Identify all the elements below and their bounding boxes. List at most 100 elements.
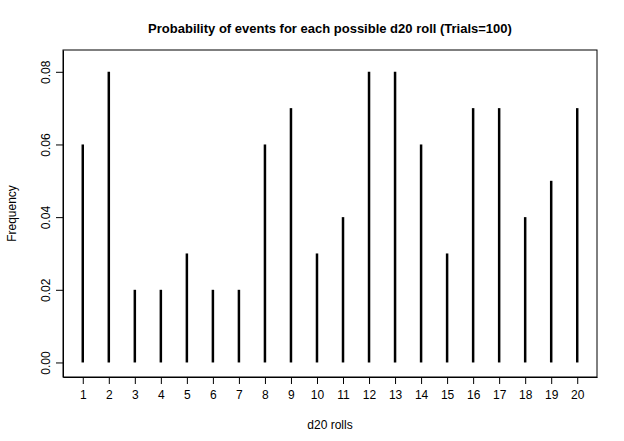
bar — [368, 72, 371, 363]
y-tick-label: 0.06 — [39, 133, 53, 157]
x-tick-mark — [369, 377, 370, 384]
bar — [82, 144, 85, 362]
x-tick: 20 — [571, 377, 585, 402]
x-tick-label: 18 — [519, 388, 533, 402]
x-tick-mark — [499, 377, 500, 384]
x-tick-mark — [343, 377, 344, 384]
x-tick: 7 — [236, 377, 243, 402]
bar — [264, 144, 267, 362]
x-tick-mark — [187, 377, 188, 384]
x-tick-mark — [525, 377, 526, 384]
x-tick: 10 — [311, 377, 325, 402]
x-tick: 15 — [441, 377, 455, 402]
marks — [83, 72, 577, 363]
y-tick: 0.06 — [39, 133, 63, 157]
chart: 12345678910111213141516171819200.000.020… — [0, 0, 624, 441]
x-tick-label: 16 — [467, 388, 481, 402]
x-tick-mark — [447, 377, 448, 384]
x-tick: 14 — [415, 377, 429, 402]
x-tick-label: 15 — [441, 388, 455, 402]
x-tick-mark — [473, 377, 474, 384]
x-axis-title: d20 rolls — [307, 418, 352, 432]
x-tick-label: 11 — [337, 388, 350, 402]
x-tick: 16 — [467, 377, 481, 402]
y-tick-mark — [56, 72, 63, 73]
x-tick-label: 3 — [132, 388, 139, 402]
y-axis: 0.00 0.02 0.04 0.06 0.08 — [39, 51, 64, 378]
x-tick: 12 — [363, 377, 377, 402]
bar — [134, 290, 137, 363]
x-tick-label: 20 — [571, 388, 585, 402]
bar — [498, 108, 501, 362]
x-tick-mark — [577, 377, 578, 384]
x-tick-label: 19 — [545, 388, 559, 402]
x-tick-label: 1 — [80, 388, 87, 402]
x-tick: 18 — [519, 377, 533, 402]
y-tick-mark — [56, 217, 63, 218]
x-tick-label: 5 — [184, 388, 191, 402]
x-tick: 1 — [80, 377, 87, 402]
x-tick-mark — [421, 377, 422, 384]
x-tick-mark — [239, 377, 240, 384]
y-tick: 0.04 — [39, 206, 63, 230]
plot: 12345678910111213141516171819200.000.020… — [39, 50, 598, 402]
title: Probability of events for each possible … — [148, 21, 512, 36]
x-tick-mark — [109, 377, 110, 384]
x-tick-mark — [291, 377, 292, 384]
bar — [524, 217, 527, 362]
x-tick-label: 9 — [288, 388, 295, 402]
y-tick-label: 0.00 — [39, 351, 53, 375]
bar — [186, 253, 189, 362]
bar — [160, 290, 163, 363]
y-tick-label: 0.02 — [39, 278, 53, 302]
x-tick: 5 — [184, 377, 191, 402]
y-tick-label: 0.08 — [39, 60, 53, 84]
x-axis: 1234567891011121314151617181920 — [64, 377, 598, 402]
x-tick: 4 — [158, 377, 165, 402]
x-tick-label: 12 — [363, 388, 377, 402]
plot-frame — [63, 50, 597, 377]
x-tick-label: 10 — [311, 388, 325, 402]
bar — [394, 72, 397, 363]
x-tick-mark — [551, 377, 552, 384]
x-tick-label: 4 — [158, 388, 165, 402]
x-tick-mark — [265, 377, 266, 384]
x-tick-label: 13 — [389, 388, 403, 402]
y-tick: 0.00 — [39, 351, 63, 375]
y-tick-mark — [56, 144, 63, 145]
x-tick-mark — [395, 377, 396, 384]
bar — [420, 144, 423, 362]
x-tick: 2 — [106, 377, 113, 402]
bar — [576, 108, 579, 362]
x-tick: 6 — [210, 377, 217, 402]
x-tick-label: 6 — [210, 388, 217, 402]
bar — [238, 290, 241, 363]
x-tick: 8 — [262, 377, 269, 402]
x-tick: 9 — [288, 377, 295, 402]
x-tick-mark — [161, 377, 162, 384]
y-tick-mark — [56, 362, 63, 363]
x-tick-label: 17 — [493, 388, 507, 402]
x-tick: 13 — [389, 377, 403, 402]
x-tick-label: 8 — [262, 388, 269, 402]
x-tick-mark — [317, 377, 318, 384]
x-tick-label: 2 — [106, 388, 113, 402]
y-tick: 0.08 — [39, 60, 63, 84]
x-tick-mark — [135, 377, 136, 384]
x-tick-label: 7 — [236, 388, 243, 402]
bar — [212, 290, 215, 363]
y-tick-mark — [56, 290, 63, 291]
x-tick: 11 — [337, 377, 350, 402]
x-tick-mark — [213, 377, 214, 384]
y-axis-title: Frequency — [5, 185, 19, 242]
bar — [108, 72, 111, 363]
bar — [472, 108, 475, 362]
x-tick-label: 14 — [415, 388, 429, 402]
x-tick-mark — [83, 377, 84, 384]
y-tick: 0.02 — [39, 278, 63, 302]
bar — [290, 108, 293, 362]
bar — [316, 253, 319, 362]
x-tick: 19 — [545, 377, 559, 402]
x-tick: 17 — [493, 377, 507, 402]
y-tick-label: 0.04 — [39, 206, 53, 230]
